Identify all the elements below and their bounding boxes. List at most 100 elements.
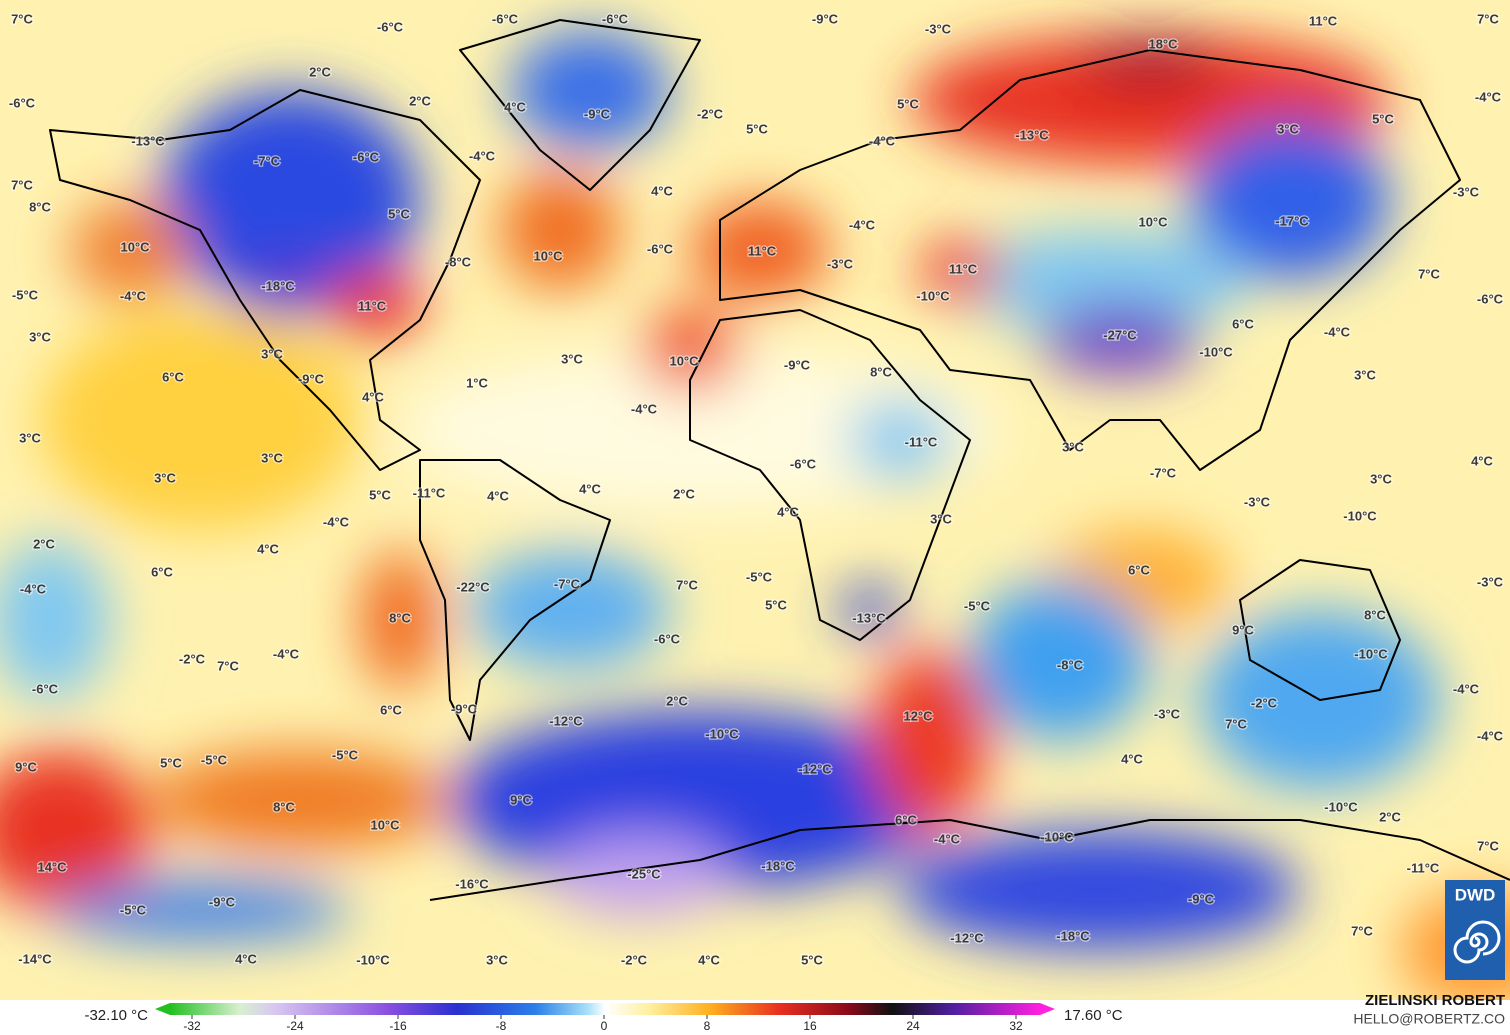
temperature-label: -10°C — [916, 288, 950, 303]
temperature-label: 5°C — [1372, 111, 1394, 126]
temperature-label: -13°C — [131, 133, 165, 148]
temperature-label: -3°C — [925, 21, 952, 36]
temperature-label: 7°C — [1351, 923, 1373, 938]
temperature-label: 3°C — [1354, 367, 1376, 382]
temperature-label: -4°C — [631, 401, 658, 416]
temperature-label: -18°C — [761, 858, 795, 873]
colorbar-tick-label: -32 — [183, 1019, 201, 1033]
temperature-label: -8°C — [1057, 657, 1084, 672]
temperature-label: -6°C — [9, 95, 36, 110]
temperature-label: 4°C — [257, 541, 279, 556]
temperature-label: 18°C — [1148, 36, 1178, 51]
temperature-label: -9°C — [451, 701, 478, 716]
temperature-label: 3°C — [261, 346, 283, 361]
coastlines — [49, 19, 1510, 901]
temperature-label: -6°C — [647, 241, 674, 256]
temperature-label: 14°C — [37, 859, 67, 874]
temperature-label: 7°C — [217, 658, 239, 673]
temperature-label: 2°C — [673, 486, 695, 501]
temperature-label: 3°C — [1062, 439, 1084, 454]
temperature-label: -4°C — [20, 581, 47, 596]
temperature-label: -22°C — [456, 579, 490, 594]
colorbar-tick-label: 16 — [803, 1019, 817, 1033]
temperature-label: 2°C — [33, 536, 55, 551]
temperature-label: 3°C — [261, 450, 283, 465]
temperature-label: 7°C — [1418, 266, 1440, 281]
temperature-label: 7°C — [11, 11, 33, 26]
temperature-label: -18°C — [261, 278, 295, 293]
temperature-label: 10°C — [669, 353, 699, 368]
colorbar: -32.10 °C 17.60 °C -32 -24 -16 -8 0 8 16 24 32 — [0, 1000, 1510, 1035]
colorbar-high-arrow — [1040, 1003, 1055, 1015]
temperature-label: 4°C — [579, 481, 601, 496]
temperature-label: 7°C — [11, 177, 33, 192]
temperature-label: -9°C — [209, 894, 236, 909]
temperature-label: 9°C — [15, 759, 37, 774]
temperature-label: -4°C — [1453, 681, 1480, 696]
temperature-label: -4°C — [1475, 89, 1502, 104]
temperature-label: 6°C — [1128, 562, 1150, 577]
temperature-label: -9°C — [1188, 891, 1215, 906]
temperature-label: -2°C — [697, 106, 724, 121]
temperature-label: 5°C — [388, 206, 410, 221]
temperature-label: -2°C — [1251, 695, 1278, 710]
eurasia-outline — [719, 49, 1461, 471]
temperature-label: 11°C — [748, 243, 777, 258]
temperature-label: -12°C — [798, 761, 832, 776]
temperature-label: -4°C — [273, 646, 300, 661]
temperature-label: 4°C — [362, 389, 384, 404]
temperature-label: 4°C — [504, 99, 526, 114]
temperature-label: 7°C — [1477, 838, 1499, 853]
temperature-label: 6°C — [1232, 316, 1254, 331]
temperature-label: 6°C — [895, 812, 917, 827]
greenland-outline — [459, 19, 701, 191]
temperature-label: -17°C — [1275, 213, 1309, 228]
temperature-label: -6°C — [790, 456, 817, 471]
temperature-label: -7°C — [1150, 465, 1177, 480]
temperature-label: -9°C — [812, 11, 839, 26]
temperature-label: -25°C — [627, 866, 661, 881]
temperature-label: 4°C — [777, 504, 799, 519]
temperature-label: 9°C — [510, 792, 532, 807]
temperature-label: -7°C — [554, 576, 581, 591]
temperature-label: -10°C — [705, 726, 739, 741]
temperature-label: 3°C — [19, 430, 41, 445]
dwd-logo: DWD — [1445, 880, 1505, 980]
temperature-label: 4°C — [651, 183, 673, 198]
temperature-label: -9°C — [298, 371, 325, 386]
temperature-label: 7°C — [1477, 11, 1499, 26]
temperature-label: 8°C — [273, 799, 295, 814]
temperature-label: -4°C — [323, 514, 350, 529]
temperature-label: 5°C — [765, 597, 787, 612]
temperature-label: 12°C — [903, 708, 933, 723]
temperature-label: -4°C — [869, 133, 896, 148]
temperature-label: 2°C — [1379, 809, 1401, 824]
colorbar-low-arrow — [155, 1003, 170, 1015]
temperature-label: -4°C — [934, 831, 961, 846]
temperature-label: -5°C — [201, 752, 228, 767]
temperature-label: -2°C — [179, 651, 206, 666]
temperature-label: -10°C — [356, 952, 390, 967]
temperature-label: 7°C — [676, 577, 698, 592]
temperature-label: -10°C — [1354, 646, 1388, 661]
temperature-label: 5°C — [897, 96, 919, 111]
colorbar-scale — [170, 1003, 1040, 1015]
temperature-label: 3°C — [1370, 471, 1392, 486]
temperature-label: -3°C — [827, 256, 854, 271]
south-america-outline — [419, 459, 611, 741]
temperature-label: 10°C — [533, 248, 563, 263]
temperature-label: 3°C — [1277, 121, 1299, 136]
temperature-label: -5°C — [746, 569, 773, 584]
credit-email: HELLO@ROBERTZ.CO — [1353, 1011, 1505, 1027]
temperature-label: -9°C — [784, 357, 811, 372]
temperature-label: -10°C — [1040, 829, 1074, 844]
temperature-label: -16°C — [455, 876, 489, 891]
temperature-label: -13°C — [1015, 127, 1049, 142]
logo-box — [1445, 880, 1505, 980]
temperature-label: -6°C — [353, 149, 380, 164]
temperature-label: 5°C — [160, 755, 182, 770]
temperature-label: -4°C — [1477, 728, 1504, 743]
temperature-label: -6°C — [32, 681, 59, 696]
logo-spiral — [1453, 920, 1501, 964]
